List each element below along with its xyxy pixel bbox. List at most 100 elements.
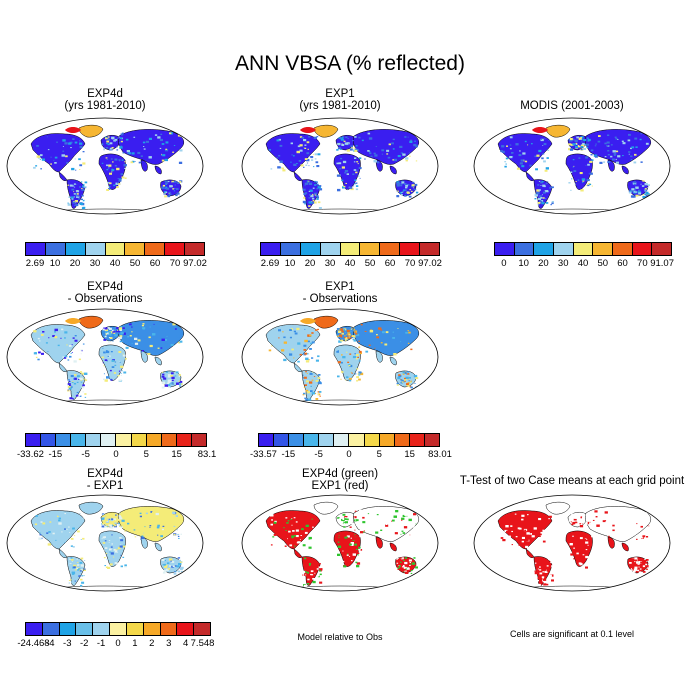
grid-cell: [112, 537, 116, 540]
grid-cell: [375, 519, 378, 522]
grid-cell: [81, 372, 84, 375]
grid-cell: [550, 204, 552, 206]
grid-cell: [79, 169, 81, 170]
grid-cell: [103, 339, 107, 341]
grid-cell: [305, 398, 309, 401]
grid-cell: [305, 389, 309, 392]
grid-cell: [288, 530, 291, 533]
grid-cell: [405, 184, 408, 187]
grid-cell: [635, 190, 637, 192]
grid-cell: [346, 149, 350, 152]
grid-cell: [71, 558, 74, 561]
grid-cell: [536, 154, 540, 157]
grid-cell: [587, 545, 590, 547]
grid-cell: [340, 521, 344, 524]
grid-cell: [391, 142, 394, 145]
grid-cell: [106, 142, 108, 145]
grid-cell: [576, 540, 580, 543]
grid-cell: [128, 152, 131, 155]
grid-cell: [41, 334, 44, 336]
grid-cell: [354, 510, 357, 512]
grid-cell: [382, 331, 385, 334]
grid-cell: [392, 138, 395, 141]
grid-cell: [122, 545, 126, 548]
grid-cell: [311, 379, 314, 381]
grid-cell: [541, 157, 544, 160]
colorbar-cell: [143, 623, 161, 635]
grid-cell: [316, 165, 320, 168]
grid-cell: [521, 536, 525, 539]
grid-cell: [140, 351, 142, 353]
grid-cell: [104, 379, 108, 382]
grid-cell: [149, 326, 151, 328]
grid-cell: [346, 329, 350, 332]
grid-cell: [137, 151, 141, 154]
grid-cell: [646, 568, 648, 570]
colorbar-cell: [26, 623, 43, 635]
grid-cell: [281, 349, 285, 352]
grid-cell: [404, 157, 409, 160]
grid-cell: [117, 547, 121, 550]
grid-cell: [142, 141, 146, 144]
grid-cell: [78, 158, 81, 161]
grid-cell: [121, 380, 123, 382]
grid-cell: [82, 517, 84, 519]
grid-cell: [176, 182, 180, 184]
grid-cell: [539, 566, 541, 568]
grid-cell: [108, 540, 111, 542]
grid-cell: [301, 528, 304, 531]
map-border: [6, 117, 204, 215]
grid-cell: [358, 167, 362, 170]
continent-nz: [421, 386, 425, 393]
grid-cell: [165, 182, 168, 184]
grid-cell: [585, 555, 589, 559]
grid-cell: [546, 569, 548, 571]
grid-cell: [636, 564, 639, 566]
grid-cell: [80, 202, 84, 205]
colorbar-cell: [261, 243, 281, 255]
grid-cell: [305, 524, 309, 527]
colorbar-cells: [260, 242, 440, 256]
grid-cell: [411, 184, 415, 187]
grid-cell: [603, 161, 606, 163]
grid-cell: [78, 379, 80, 380]
grid-cell: [131, 342, 133, 344]
grid-cell: [117, 137, 119, 139]
grid-cell: [541, 180, 544, 183]
grid-cell: [167, 381, 171, 384]
grid-cell: [373, 160, 377, 163]
grid-cell: [111, 534, 113, 536]
grid-cell: [131, 152, 135, 155]
map-border: [241, 494, 439, 592]
grid-cell: [620, 517, 623, 520]
grid-cell: [576, 552, 579, 555]
colorbar-cell: [145, 243, 166, 255]
grid-cell: [68, 380, 71, 382]
grid-cell: [119, 137, 123, 139]
grid-cell: [312, 193, 314, 195]
grid-cell: [308, 205, 311, 207]
grid-cell: [306, 391, 310, 394]
grid-cell: [307, 578, 310, 581]
continent-greenland: [78, 124, 104, 138]
grid-cell: [306, 158, 310, 162]
grid-cell: [110, 526, 114, 529]
grid-cell: [75, 394, 79, 397]
grid-cell: [315, 398, 319, 400]
grid-cell: [141, 324, 144, 327]
grid-cell: [399, 565, 401, 567]
colorbar-cell: [613, 243, 633, 255]
continent-nz: [421, 572, 425, 579]
grid-cell: [109, 142, 113, 145]
grid-cell: [178, 557, 181, 559]
grid-cell: [68, 196, 71, 198]
grid-cell: [376, 334, 378, 336]
grid-cell: [414, 183, 418, 186]
grid-cell: [528, 515, 532, 518]
grid-cell: [343, 548, 347, 551]
grid-cell: [317, 377, 321, 380]
continent-ca: [525, 548, 535, 559]
grid-cell: [380, 342, 383, 344]
grid-cell: [178, 161, 183, 164]
grid-cell: [350, 543, 354, 546]
